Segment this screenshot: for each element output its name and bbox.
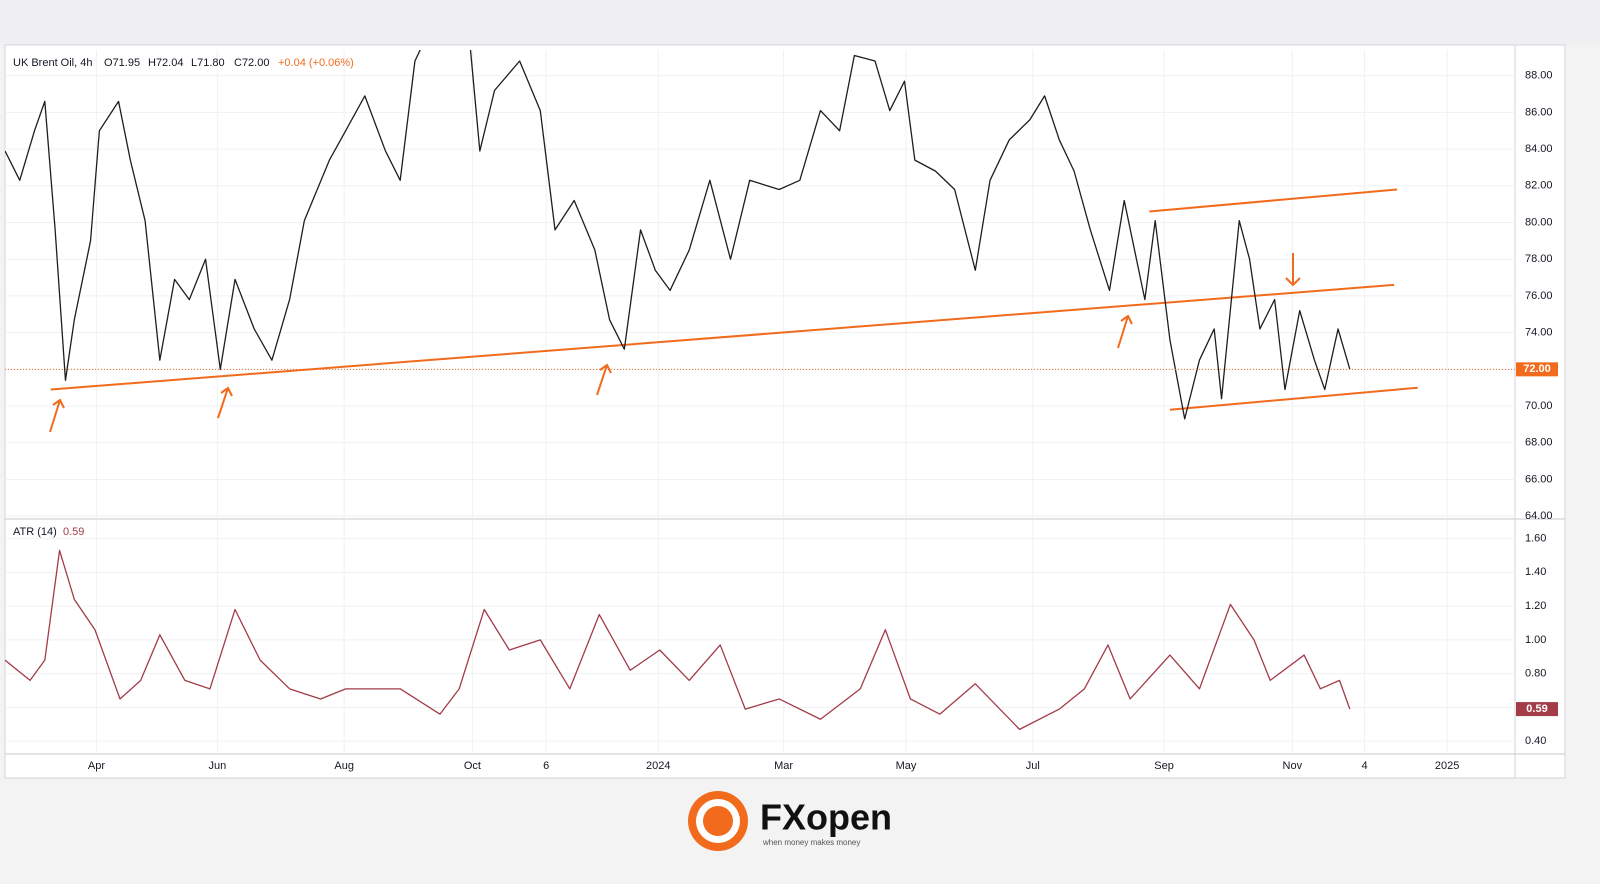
brand: FXopen — [760, 797, 892, 838]
y-tick-label: 86.00 — [1525, 106, 1553, 118]
last-value-box — [1516, 362, 1558, 377]
y-tick-label: 64.00 — [1525, 510, 1553, 522]
y-tick-label: 1.00 — [1525, 634, 1546, 646]
x-tick-label: 4 — [1362, 760, 1368, 772]
arrow — [1285, 253, 1301, 287]
y-tick-label: 78.00 — [1525, 253, 1553, 265]
y-tick-label: 1.40 — [1525, 566, 1546, 578]
x-tick-label: Mar — [774, 760, 793, 772]
arrow — [1117, 314, 1133, 349]
y-tick-label: 84.00 — [1525, 143, 1553, 155]
y-tick-label: 70.00 — [1525, 400, 1553, 412]
x-tick-label: Oct — [464, 760, 481, 772]
x-tick-label: 6 — [543, 760, 549, 772]
symbol: UK Brent Oil, 4h — [13, 57, 92, 69]
arrow — [596, 363, 612, 396]
x-tick-label: Jul — [1026, 760, 1040, 772]
y-tick-label: 66.00 — [1525, 473, 1553, 485]
trend-line — [1149, 188, 1398, 213]
series-line — [5, 50, 1351, 420]
change: +0.04 (+0.06%) — [278, 57, 354, 69]
x-tick-label: Nov — [1283, 760, 1303, 772]
y-tick-label: 82.00 — [1525, 180, 1553, 192]
y-tick-label: 1.60 — [1525, 532, 1546, 544]
pane — [5, 50, 1515, 518]
y-tick-label: 74.00 — [1525, 327, 1553, 339]
x-tick-label: Apr — [88, 760, 105, 772]
logo-mark-core — [703, 806, 733, 836]
open: O71.95 — [104, 57, 140, 69]
low: L71.80 — [191, 57, 225, 69]
y-tick-label: 1.20 — [1525, 600, 1546, 612]
y-tick-label: 0.80 — [1525, 668, 1546, 680]
x-tick-label: 2024 — [646, 760, 670, 772]
x-tick-label: Aug — [334, 760, 354, 772]
y-tick-label: 0.40 — [1525, 735, 1546, 747]
x-tick-label: 2025 — [1435, 760, 1459, 772]
arrow — [217, 386, 233, 419]
top-bar — [0, 0, 1600, 45]
y-tick-label: 68.00 — [1525, 437, 1553, 449]
x-tick-label: Jun — [208, 760, 226, 772]
arrow — [49, 398, 65, 433]
last-value-box — [1516, 702, 1558, 717]
x-tick-label: Sep — [1154, 760, 1174, 772]
y-tick-label: 88.00 — [1525, 70, 1553, 82]
y-tick-label: 80.00 — [1525, 216, 1553, 228]
last-value-label: 72.00 — [1523, 363, 1551, 375]
pane — [5, 520, 1515, 753]
high: H72.04 — [148, 57, 183, 69]
logo: FXopen when money makes money — [688, 791, 892, 851]
plot-layer: Apr Jun Aug Oct 6 2024 Mar May Jul Sep Nov 4 2025 64.… — [5, 50, 1558, 772]
atr-title: ATR (14) — [13, 526, 57, 538]
chart-panel — [4, 44, 1566, 779]
series-line — [5, 549, 1351, 731]
trend-line — [50, 283, 1395, 391]
close: C72.00 — [234, 57, 269, 69]
atr-value: 0.59 — [63, 526, 84, 538]
tagline: when money makes money — [762, 838, 860, 847]
last-value-label: 0.59 — [1526, 703, 1547, 715]
y-tick-label: 76.00 — [1525, 290, 1553, 302]
trend-line — [1169, 386, 1418, 411]
annotation-arrows — [49, 253, 1301, 433]
x-tick-label: May — [896, 760, 917, 772]
